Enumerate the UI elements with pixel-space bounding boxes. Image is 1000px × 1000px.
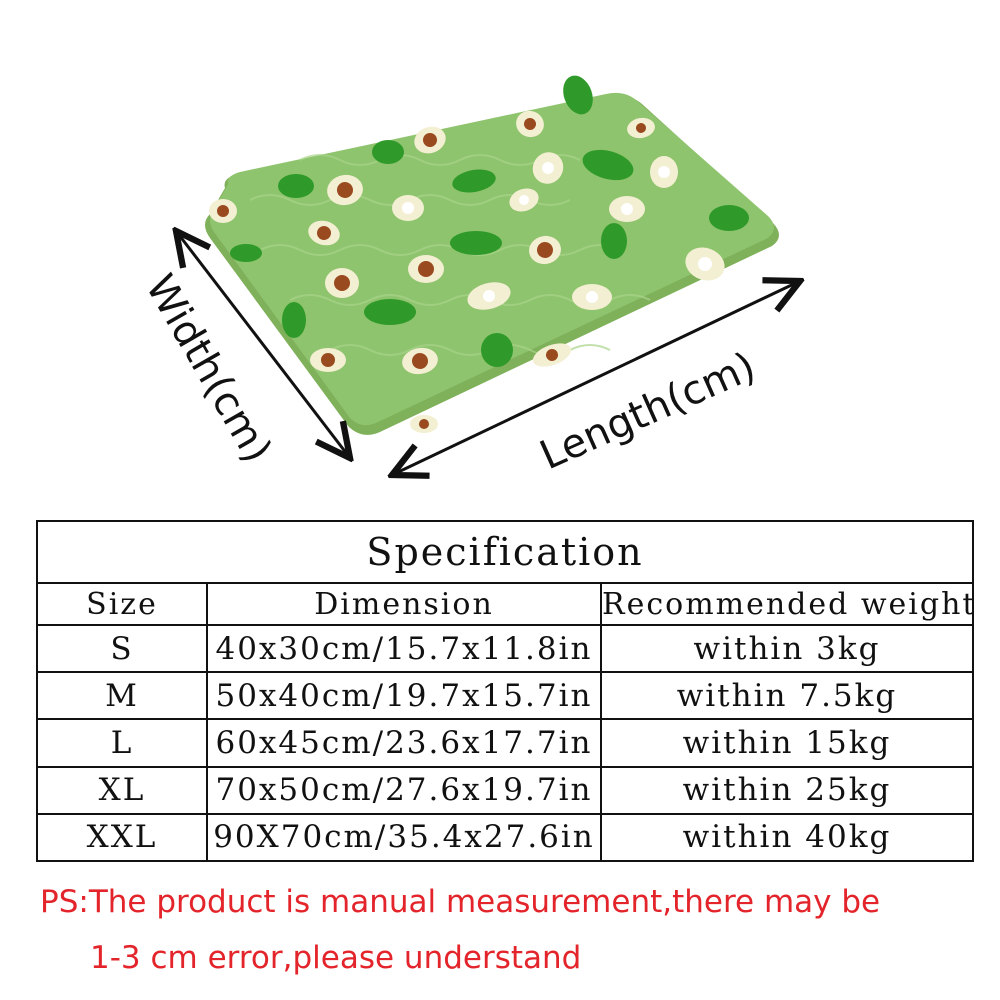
length-arrow — [392, 281, 800, 475]
dimension-cell: 50x40cm/19.7x15.7in — [206, 671, 602, 721]
width-arrow — [176, 231, 350, 458]
dimension-cell: 40x30cm/15.7x11.8in — [206, 623, 602, 674]
table-row: XXL 90X70cm/35.4x27.6in within 40kg — [36, 812, 975, 863]
header-recommended-weight: Recommended weight — [599, 582, 975, 626]
weight-cell: within 15kg — [599, 718, 975, 768]
dimension-cell: 60x45cm/23.6x17.7in — [206, 718, 602, 768]
weight-cell: within 25kg — [599, 765, 975, 815]
dimension-cell: 70x50cm/27.6x19.7in — [206, 765, 602, 815]
measurement-note-line-1: PS:The product is manual measurement,the… — [40, 884, 881, 920]
size-cell: S — [36, 623, 208, 674]
table-row: L 60x45cm/23.6x17.7in within 15kg — [36, 718, 975, 768]
size-cell: L — [36, 718, 208, 768]
header-size: Size — [36, 582, 208, 626]
weight-cell: within 40kg — [599, 812, 975, 863]
table-row: XL 70x50cm/27.6x19.7in within 25kg — [36, 765, 975, 815]
size-cell: M — [36, 671, 208, 721]
measurement-note-line-2: 1-3 cm error,please understand — [90, 940, 582, 976]
specification-table: Specification Size Dimension Recommended… — [35, 520, 975, 863]
table-row: M 50x40cm/19.7x15.7in within 7.5kg — [36, 671, 975, 721]
size-cell: XL — [36, 765, 208, 815]
size-cell: XXL — [36, 812, 208, 863]
length-label: Length(cm) — [533, 344, 762, 480]
dimension-cell: 90X70cm/35.4x27.6in — [206, 812, 602, 863]
product-illustration: Width(cm) Length(cm) — [136, 75, 1000, 480]
table-row: S 40x30cm/15.7x11.8in within 3kg — [36, 623, 975, 674]
weight-cell: within 3kg — [599, 623, 975, 674]
header-dimension: Dimension — [206, 582, 602, 626]
table-title: Specification — [35, 520, 975, 584]
weight-cell: within 7.5kg — [599, 671, 975, 721]
